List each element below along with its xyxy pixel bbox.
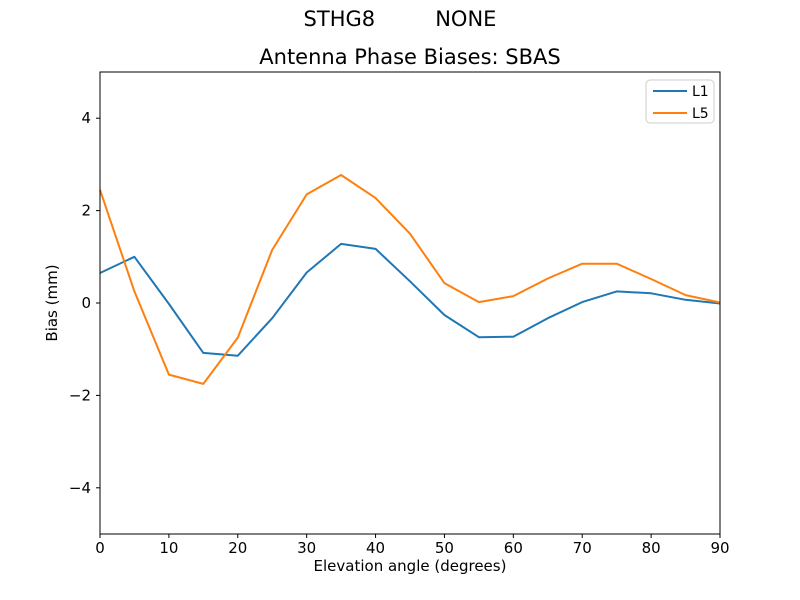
figure-suptitle: STHG8 NONE [304,7,497,31]
x-axis-label: Elevation angle (degrees) [314,557,507,575]
series-line-l1 [99,242,721,357]
x-tick-label: 70 [573,539,592,557]
x-tick-label: 60 [504,539,523,557]
y-tick-label: −4 [69,479,91,497]
y-tick-label: 0 [81,294,91,312]
y-tick-label: 2 [81,202,91,220]
x-tick-label: 20 [228,539,247,557]
plot-area: 0 10 20 30 40 50 60 70 80 90 −4 −2 0 2 4 [69,71,730,557]
x-tick-label: 80 [642,539,661,557]
x-tick-label: 10 [159,539,178,557]
x-tick-label: 50 [435,539,454,557]
y-tick-label: 4 [81,109,91,127]
x-tick-label: 40 [366,539,385,557]
legend-label-l5: L5 [692,106,709,122]
y-axis-label: Bias (mm) [43,264,61,341]
legend-label-l1: L1 [692,84,709,100]
axes-spines [99,71,721,535]
chart-title: Antenna Phase Biases: SBAS [259,45,560,69]
y-tick-label: −2 [69,386,91,404]
x-tick-label: 30 [297,539,316,557]
series-line-l5 [99,174,721,385]
x-tick-label: 0 [95,539,105,557]
x-tick-label: 90 [710,539,729,557]
